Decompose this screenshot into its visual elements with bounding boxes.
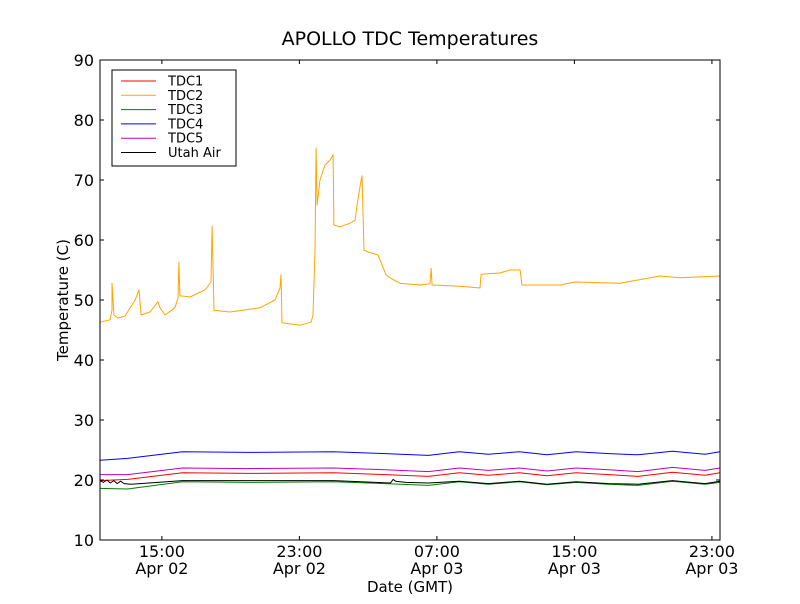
x-tick-label-time: 23:00: [276, 542, 322, 561]
x-tick-label-date: Apr 03: [685, 559, 738, 578]
legend-entry: TDC2: [121, 89, 203, 104]
series-line-tdc1: [99, 471, 721, 482]
x-tick-label-time: 15:00: [139, 542, 185, 561]
series-layer: [99, 147, 721, 490]
series-line-tdc4: [99, 450, 721, 461]
legend-entry: TDC1: [121, 75, 203, 90]
y-tick-label: 40: [74, 351, 94, 370]
y-tick-label: 30: [74, 411, 94, 430]
series-line-tdc5: [100, 466, 721, 476]
y-tick-label: 20: [74, 471, 94, 490]
legend-entry: TDC5: [121, 132, 203, 147]
chart-title: APOLLO TDC Temperatures: [282, 28, 539, 50]
x-tick-label-time: 15:00: [551, 542, 597, 561]
y-tick-label: 50: [74, 291, 94, 310]
series-line-utah-air: [99, 478, 721, 485]
legend-label: TDC2: [167, 89, 203, 104]
legend-entry: Utah Air: [121, 146, 221, 161]
legend-label: TDC1: [167, 75, 203, 90]
x-tick-label-time: 23:00: [689, 542, 735, 561]
legend-label: TDC4: [167, 117, 203, 132]
legend-frame: [111, 69, 237, 167]
x-tick-label-date: Apr 02: [135, 559, 188, 578]
legend-label: TDC5: [167, 132, 203, 147]
series-line-tdc3: [99, 480, 721, 490]
x-tick-label-date: Apr 03: [548, 559, 601, 578]
x-axis-label: Date (GMT): [367, 578, 453, 596]
x-tick-label-date: Apr 03: [410, 559, 463, 578]
y-tick-label: 70: [74, 171, 94, 190]
legend-entry: TDC4: [121, 117, 203, 132]
legend-entry: TDC3: [121, 103, 203, 118]
y-tick-label: 60: [74, 231, 94, 250]
y-tick-label: 80: [74, 111, 94, 130]
y-axis-label: Temperature (C): [54, 239, 72, 362]
legend-label: TDC3: [167, 103, 203, 118]
y-tick-label: 90: [74, 51, 94, 70]
y-tick-label: 10: [74, 531, 94, 550]
series-line-tdc2: [99, 147, 721, 326]
x-tick-label-time: 07:00: [414, 542, 460, 561]
legend-label: Utah Air: [168, 146, 221, 161]
x-tick-label-date: Apr 02: [273, 559, 326, 578]
